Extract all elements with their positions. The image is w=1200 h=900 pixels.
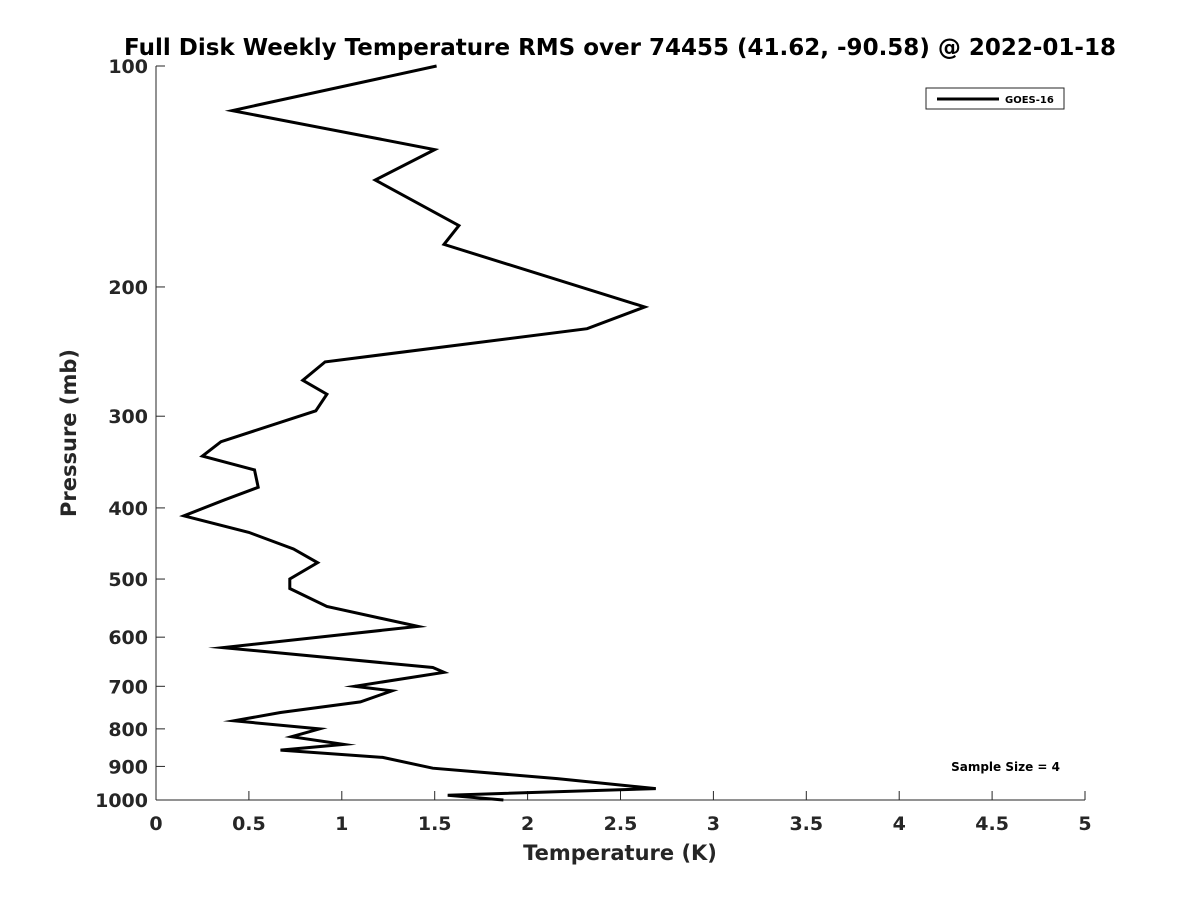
x-tick-label: 3	[707, 813, 720, 835]
x-tick-label: 5	[1078, 813, 1091, 835]
x-tick-label: 4.5	[975, 813, 1009, 835]
legend-entry-goes-16: GOES-16	[1005, 95, 1054, 106]
x-tick-label: 3.5	[789, 813, 823, 835]
sample-size-annotation: Sample Size = 4	[951, 760, 1060, 774]
x-tick-label: 4	[893, 813, 906, 835]
y-axis-label: Pressure (mb)	[57, 349, 81, 517]
x-tick-label: 0.5	[232, 813, 266, 835]
y-tick-label: 600	[108, 627, 148, 649]
x-axis-label: Temperature (K)	[523, 841, 717, 865]
y-tick-label: 700	[108, 676, 148, 698]
y-tick-label: 200	[108, 277, 148, 299]
y-tick-label: 900	[108, 756, 148, 778]
x-tick-label: 2	[521, 813, 534, 835]
y-tick-label: 400	[108, 498, 148, 520]
y-tick-label: 800	[108, 719, 148, 741]
series-line-goes-16	[179, 64, 656, 802]
plot-axes	[155, 66, 1085, 801]
y-ticks: 100 200 300 400 500 600 700 800 900 1000	[95, 56, 165, 812]
x-tick-label: 0	[149, 813, 162, 835]
x-tick-label: 1.5	[418, 813, 452, 835]
y-tick-label: 100	[108, 56, 148, 78]
y-tick-label: 500	[108, 569, 148, 591]
legend: GOES-16	[925, 87, 1065, 110]
x-tick-label: 1	[335, 813, 348, 835]
chart-title: Full Disk Weekly Temperature RMS over 74…	[124, 35, 1116, 61]
x-tick-label: 2.5	[604, 813, 638, 835]
x-ticks: 0 0.5 1 1.5 2 2.5 3 3.5 4 4.5 5	[149, 791, 1092, 835]
y-tick-label: 300	[108, 406, 148, 428]
series-layer	[179, 64, 656, 802]
y-tick-label: 1000	[95, 790, 148, 812]
